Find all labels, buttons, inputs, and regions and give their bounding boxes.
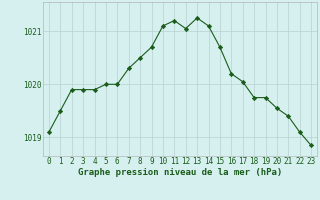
- X-axis label: Graphe pression niveau de la mer (hPa): Graphe pression niveau de la mer (hPa): [78, 168, 282, 177]
